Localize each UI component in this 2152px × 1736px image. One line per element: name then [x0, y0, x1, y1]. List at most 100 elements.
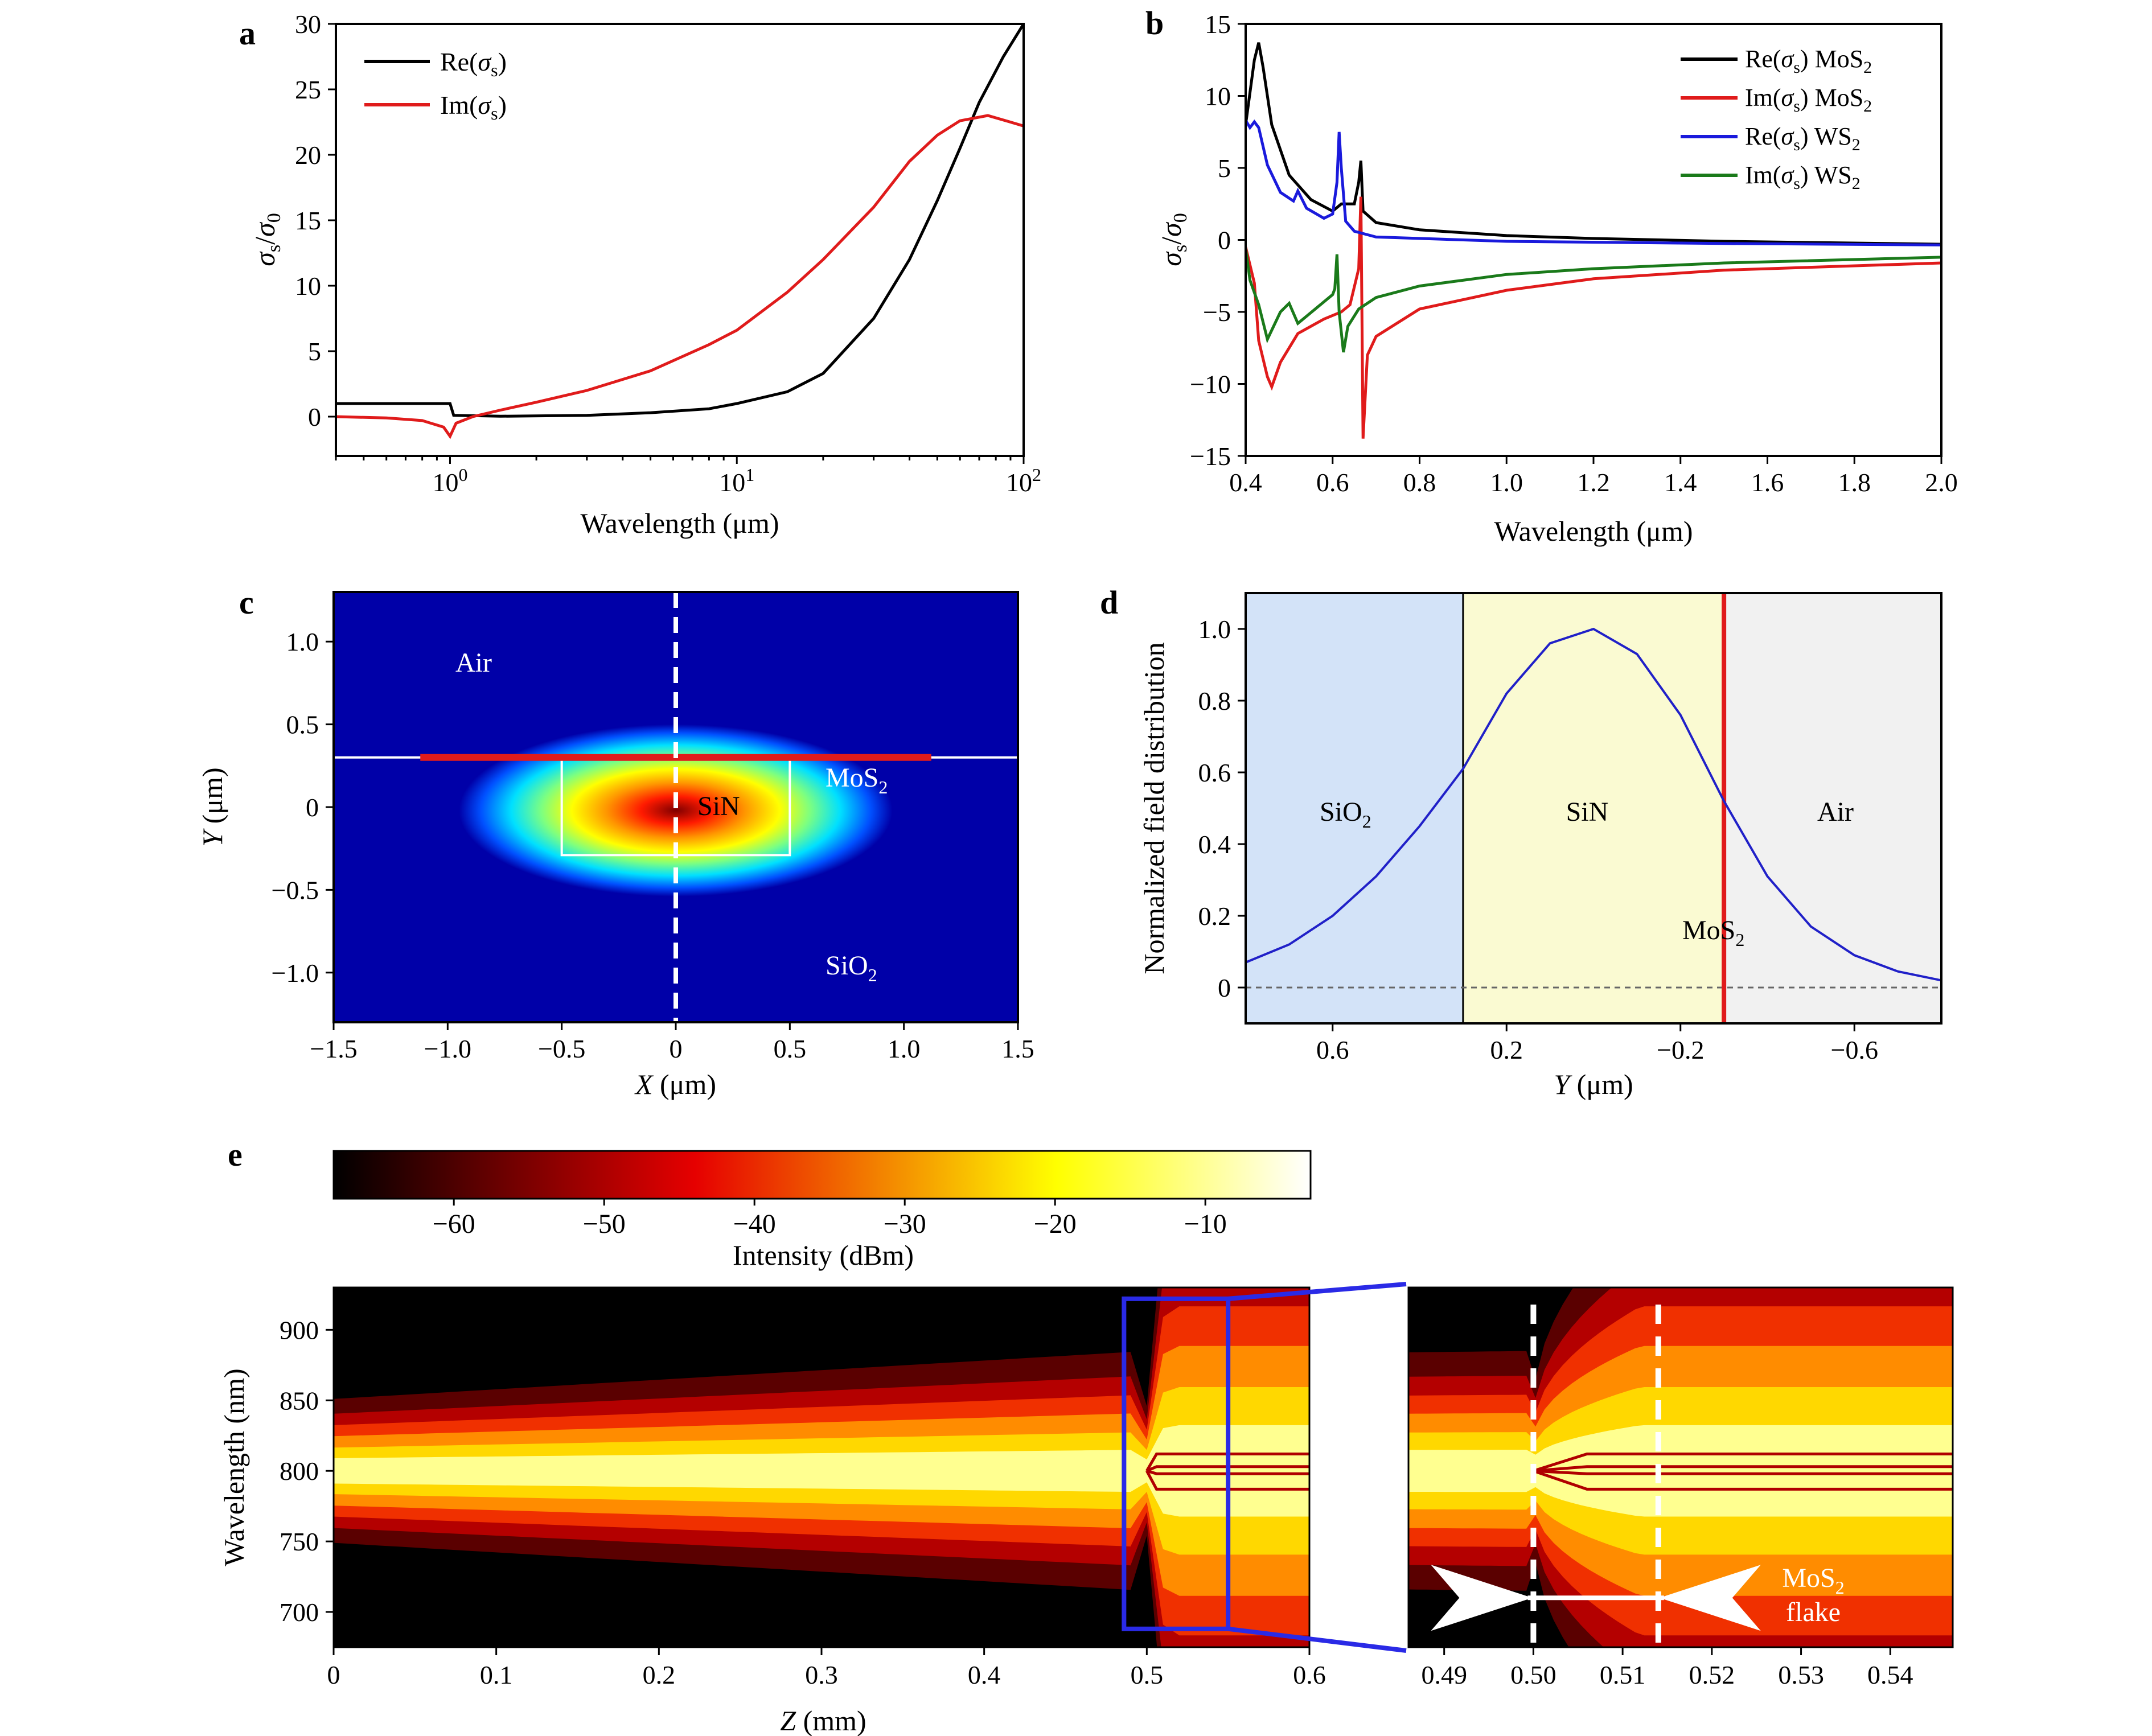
panel-b-ytick-label: 10 [1205, 82, 1231, 111]
zoom-band-5 [1408, 1425, 1953, 1517]
zoom-box [1122, 1296, 1231, 1631]
panel-b-series-1 [1246, 196, 1941, 439]
panel-d-ytick-label: 0.2 [1198, 902, 1231, 931]
flake-label-line2: flake [1786, 1597, 1841, 1627]
colorbar-tick-label: −20 [1034, 1209, 1077, 1239]
colorbar-label: Intensity (dBm) [733, 1239, 914, 1271]
panel-b-ytick-label: 15 [1205, 10, 1231, 39]
zoom-xtick-label: 0.51 [1600, 1660, 1646, 1689]
zoom-map [1408, 1287, 1953, 1647]
panel-b-xtick-label: 1.6 [1751, 468, 1784, 497]
panel-label-a: a [239, 15, 256, 52]
panel-a-ytick-label: 10 [295, 271, 321, 301]
panel-e-ytick-label: 850 [280, 1386, 319, 1415]
panel-d-ticks: 0.6 0.2 −0.2 −0.6 0 0.2 0.4 0.6 0.8 1.0 [1198, 615, 1878, 1064]
panel-b-ticks: −15 −10 −5 0 5 10 15 0.4 0.6 0.8 1.0 1.2 1.4 1.6 1.8 2.… [1190, 10, 1958, 497]
panel-c-xtick-label: 1.0 [888, 1034, 921, 1063]
panel-e-xtick-label: 0.2 [643, 1660, 676, 1689]
panel-e-ytick-label: 800 [280, 1457, 319, 1486]
panel-e-xtick-label: 0.1 [480, 1660, 513, 1689]
zoom-xtick-label: 0.53 [1778, 1660, 1824, 1689]
panel-b-ytick-label: 0 [1218, 226, 1231, 255]
panel-a-ytick-label: 0 [308, 402, 321, 431]
panel-label-e: e [228, 1136, 243, 1173]
panel-b-series-2 [1246, 119, 1941, 246]
panel-b-xtick-label: 1.2 [1577, 468, 1610, 497]
panel-c-ticks: −1.5 −1.0 −0.5 0 0.5 1.0 1.5 −1.0 −0.5 0 0.5 1.0 [272, 627, 1034, 1063]
panel-b-series-3 [1246, 248, 1941, 353]
panel-label-d: d [1100, 584, 1118, 621]
panel-c-xtick-label: 0 [670, 1034, 683, 1063]
legend-label-im-mos2: Im(σs) MoS2 [1745, 84, 1872, 116]
panel-d-ytick-label: 0 [1218, 973, 1231, 1002]
panel-c-ytick-label: −0.5 [272, 875, 319, 904]
panel-d-ytick-label: 0.6 [1198, 758, 1231, 787]
panel-e-ylabel: Wavelength (nm) [218, 1368, 250, 1566]
panel-d-xtick-label: 0.2 [1490, 1035, 1523, 1064]
panel-d-ytick-label: 0.4 [1198, 830, 1231, 859]
flake-arrowhead-left [1431, 1565, 1533, 1631]
panel-a-ticks: 0 5 10 15 20 25 30 100 101 102 [295, 10, 1041, 497]
panel-c-ytick-label: 0 [306, 793, 319, 822]
legend-label-re-ws2: Re(σs) WS2 [1745, 122, 1861, 154]
panel-e-xtick-label: 0.4 [968, 1660, 1001, 1689]
label-d-mos2: MoS2 [1682, 915, 1744, 950]
flake-label-line1: MoS2 [1782, 1563, 1844, 1598]
panel-e: −60 −50 −40 −30 −20 −10 Intensity (dBm) MoS2 … [218, 1150, 1954, 1736]
main-map [334, 1287, 1309, 1647]
panel-c-xtick-label: 0.5 [774, 1034, 807, 1063]
panel-a-ytick-label: 5 [308, 337, 321, 366]
panel-b-xlabel: Wavelength (μm) [1494, 515, 1693, 547]
zoom-map-frame [1407, 1286, 1954, 1648]
colorbar-tick-label: −30 [884, 1209, 926, 1239]
panel-e-ticks: 0 0.1 0.2 0.3 0.4 0.5 0.6 700 750 800 850 900 0.49 0.… [280, 1315, 1913, 1689]
label-d-air: Air [1817, 797, 1854, 827]
panel-c-xtick-label: −1.5 [310, 1034, 357, 1063]
panel-d-ylabel: Normalized field distribution [1138, 642, 1170, 974]
panel-e-ytick-label: 700 [280, 1598, 319, 1627]
panel-b-xtick-label: 0.8 [1403, 468, 1436, 497]
panel-c-ylabel: Y (μm) [196, 767, 228, 846]
panel-e-xlabel: Z (mm) [780, 1705, 866, 1736]
colorbar [332, 1150, 1312, 1200]
main-split-line-3 [1145, 1453, 1309, 1472]
panel-b-xtick-label: 0.4 [1229, 468, 1262, 497]
panel-d-xtick-label: 0.6 [1316, 1035, 1349, 1064]
main-split-line-1 [1146, 1469, 1309, 1475]
panel-a: 0 5 10 15 20 25 30 100 101 102 Re(σs) Im(σs) Wave… [249, 10, 1041, 539]
panel-e-xtick-label: 0.5 [1131, 1660, 1164, 1689]
panel-b-xtick-label: 1.0 [1490, 468, 1523, 497]
zoom-xtick-label: 0.49 [1421, 1660, 1467, 1689]
panel-c-xtick-label: −0.5 [538, 1034, 585, 1063]
main-split-line-0 [1145, 1470, 1309, 1491]
panel-d-ytick-label: 1.0 [1198, 615, 1231, 644]
panel-b-ytick-label: −10 [1190, 370, 1231, 399]
panel-c-xtick-label: −1.0 [424, 1034, 471, 1063]
panel-c: −1.5 −1.0 −0.5 0 0.5 1.0 1.5 −1.0 −0.5 0 0.5 1.0 Ai… [196, 591, 1034, 1100]
panel-a-ytick-label: 25 [295, 75, 321, 104]
panel-d-regions [1246, 593, 1941, 1023]
zoom-connector-top [1227, 1282, 1407, 1301]
panel-e-xtick-label: 0 [327, 1660, 340, 1689]
zoom-map-intensity [1408, 1287, 1953, 1647]
zoom-connector-bottom [1227, 1626, 1407, 1653]
label-mos2: MoS2 [826, 763, 888, 797]
legend-label-re-mos2: Re(σs) MoS2 [1745, 45, 1872, 77]
panel-b: −15 −10 −5 0 5 10 15 0.4 0.6 0.8 1.0 1.2 1.4 1.6 1.8 2.… [1155, 10, 1958, 547]
zoom-xtick-label: 0.54 [1867, 1660, 1913, 1689]
panel-b-ytick-label: −5 [1203, 298, 1231, 327]
label-d-sio2: SiO2 [1320, 797, 1371, 832]
colorbar-tick-label: −10 [1184, 1209, 1227, 1239]
zoom-split-line-1 [1533, 1469, 1953, 1475]
panel-e-xtick-label: 0.3 [805, 1660, 838, 1689]
label-sin: SiN [697, 791, 740, 821]
panel-d: 0.6 0.2 −0.2 −0.600.20.40.60.81.0 SiO2 SiN … [1138, 592, 1942, 1100]
region-1 [1463, 593, 1724, 1023]
panel-a-xtick-label: 102 [1006, 464, 1041, 497]
main-band-5 [334, 1425, 1309, 1517]
flake-length-arrow [1431, 1565, 1761, 1631]
panel-e-xtick-label: 0.6 [1293, 1660, 1326, 1689]
region-2 [1724, 593, 1941, 1023]
zoom-split-line-0 [1533, 1469, 1953, 1491]
panel-a-curves [336, 24, 1024, 439]
